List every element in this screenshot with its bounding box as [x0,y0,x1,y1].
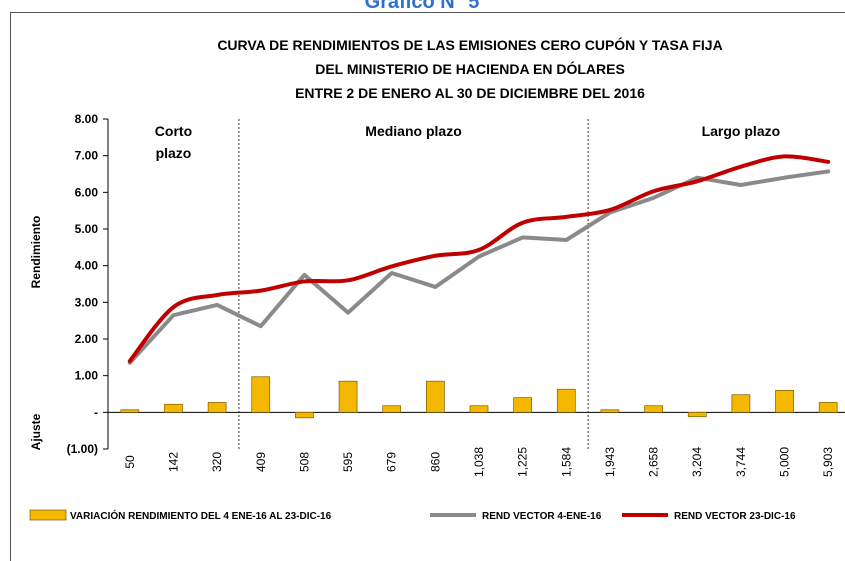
y-tick-label: 3.00 [75,295,99,309]
heading: Gráfico N° 5 [365,0,480,13]
x-tick-label: 1,225 [516,447,530,477]
x-tick-label: 2,658 [647,447,661,477]
y-tick-label: 4.00 [75,259,99,273]
x-tick-label: 508 [297,452,311,472]
line [127,154,831,363]
x-tick-label: 1,943 [603,447,617,477]
y-tick-label: 7.00 [75,149,99,163]
bar [513,397,532,413]
y-tick-label: - [94,405,98,419]
bar [775,389,794,413]
x-tick-label: 1,584 [559,447,573,477]
y-tick-label: 2.00 [75,332,99,346]
chart-title: CURVA DE RENDIMIENTOS DE LAS EMISIONES C… [217,36,722,53]
bar [120,409,140,413]
bar [556,388,576,413]
y-tick-label: 1.00 [75,369,99,383]
bar [207,402,227,413]
x-tick-label: 3,204 [690,447,704,477]
x-tick-label: 320 [210,452,224,472]
chart-title: DEL MINISTERIO DE HACIENDA EN DÓLARES [315,60,625,77]
region-label: plazo [156,145,192,161]
y-tick-label: 8.00 [75,112,99,126]
y-tick-label: 5.00 [75,222,99,236]
legend-label: REND VECTOR 4-ENE-16 [482,511,602,522]
bar [687,411,707,418]
chart-title: ENTRE 2 DE ENERO AL 30 DE DICIEMBRE DEL … [295,85,645,101]
region-label: Largo plazo [702,123,781,139]
line [127,169,831,365]
bar [818,402,838,413]
x-tick-label: 860 [428,452,442,472]
region-label: Mediano plazo [365,123,461,139]
x-tick-label: 3,744 [734,447,748,477]
x-tick-label: 142 [166,452,180,472]
legend-label: REND VECTOR 23-DIC-16 [674,511,796,522]
bar [251,376,271,413]
x-tick-label: 679 [385,452,399,472]
x-tick-label: 5,000 [778,447,792,477]
legend-label: VARIACIÓN RENDIMIENTO DEL 4 ENE-16 AL 23… [70,509,332,522]
x-tick-label: 50 [123,455,137,469]
bar [731,394,751,413]
bar [644,405,663,413]
bar [295,411,314,419]
bar [600,409,620,413]
bar [469,405,489,413]
x-tick-label: 595 [341,452,355,472]
y-tick-label: (1.00) [67,442,98,456]
y-axis-label: Rendimiento [29,216,43,289]
y-tick-label: 6.00 [75,185,99,199]
legend-swatch [29,509,67,521]
bar [382,405,402,413]
bar [338,380,358,413]
x-tick-label: 409 [254,452,268,472]
chart-border [10,12,845,561]
region-label: Corto [155,123,192,139]
bar [164,403,183,413]
x-tick-label: 5,903 [821,447,835,477]
y-axis-label: Ajuste [29,413,43,450]
bar [426,380,445,413]
x-tick-label: 1,038 [472,447,486,477]
